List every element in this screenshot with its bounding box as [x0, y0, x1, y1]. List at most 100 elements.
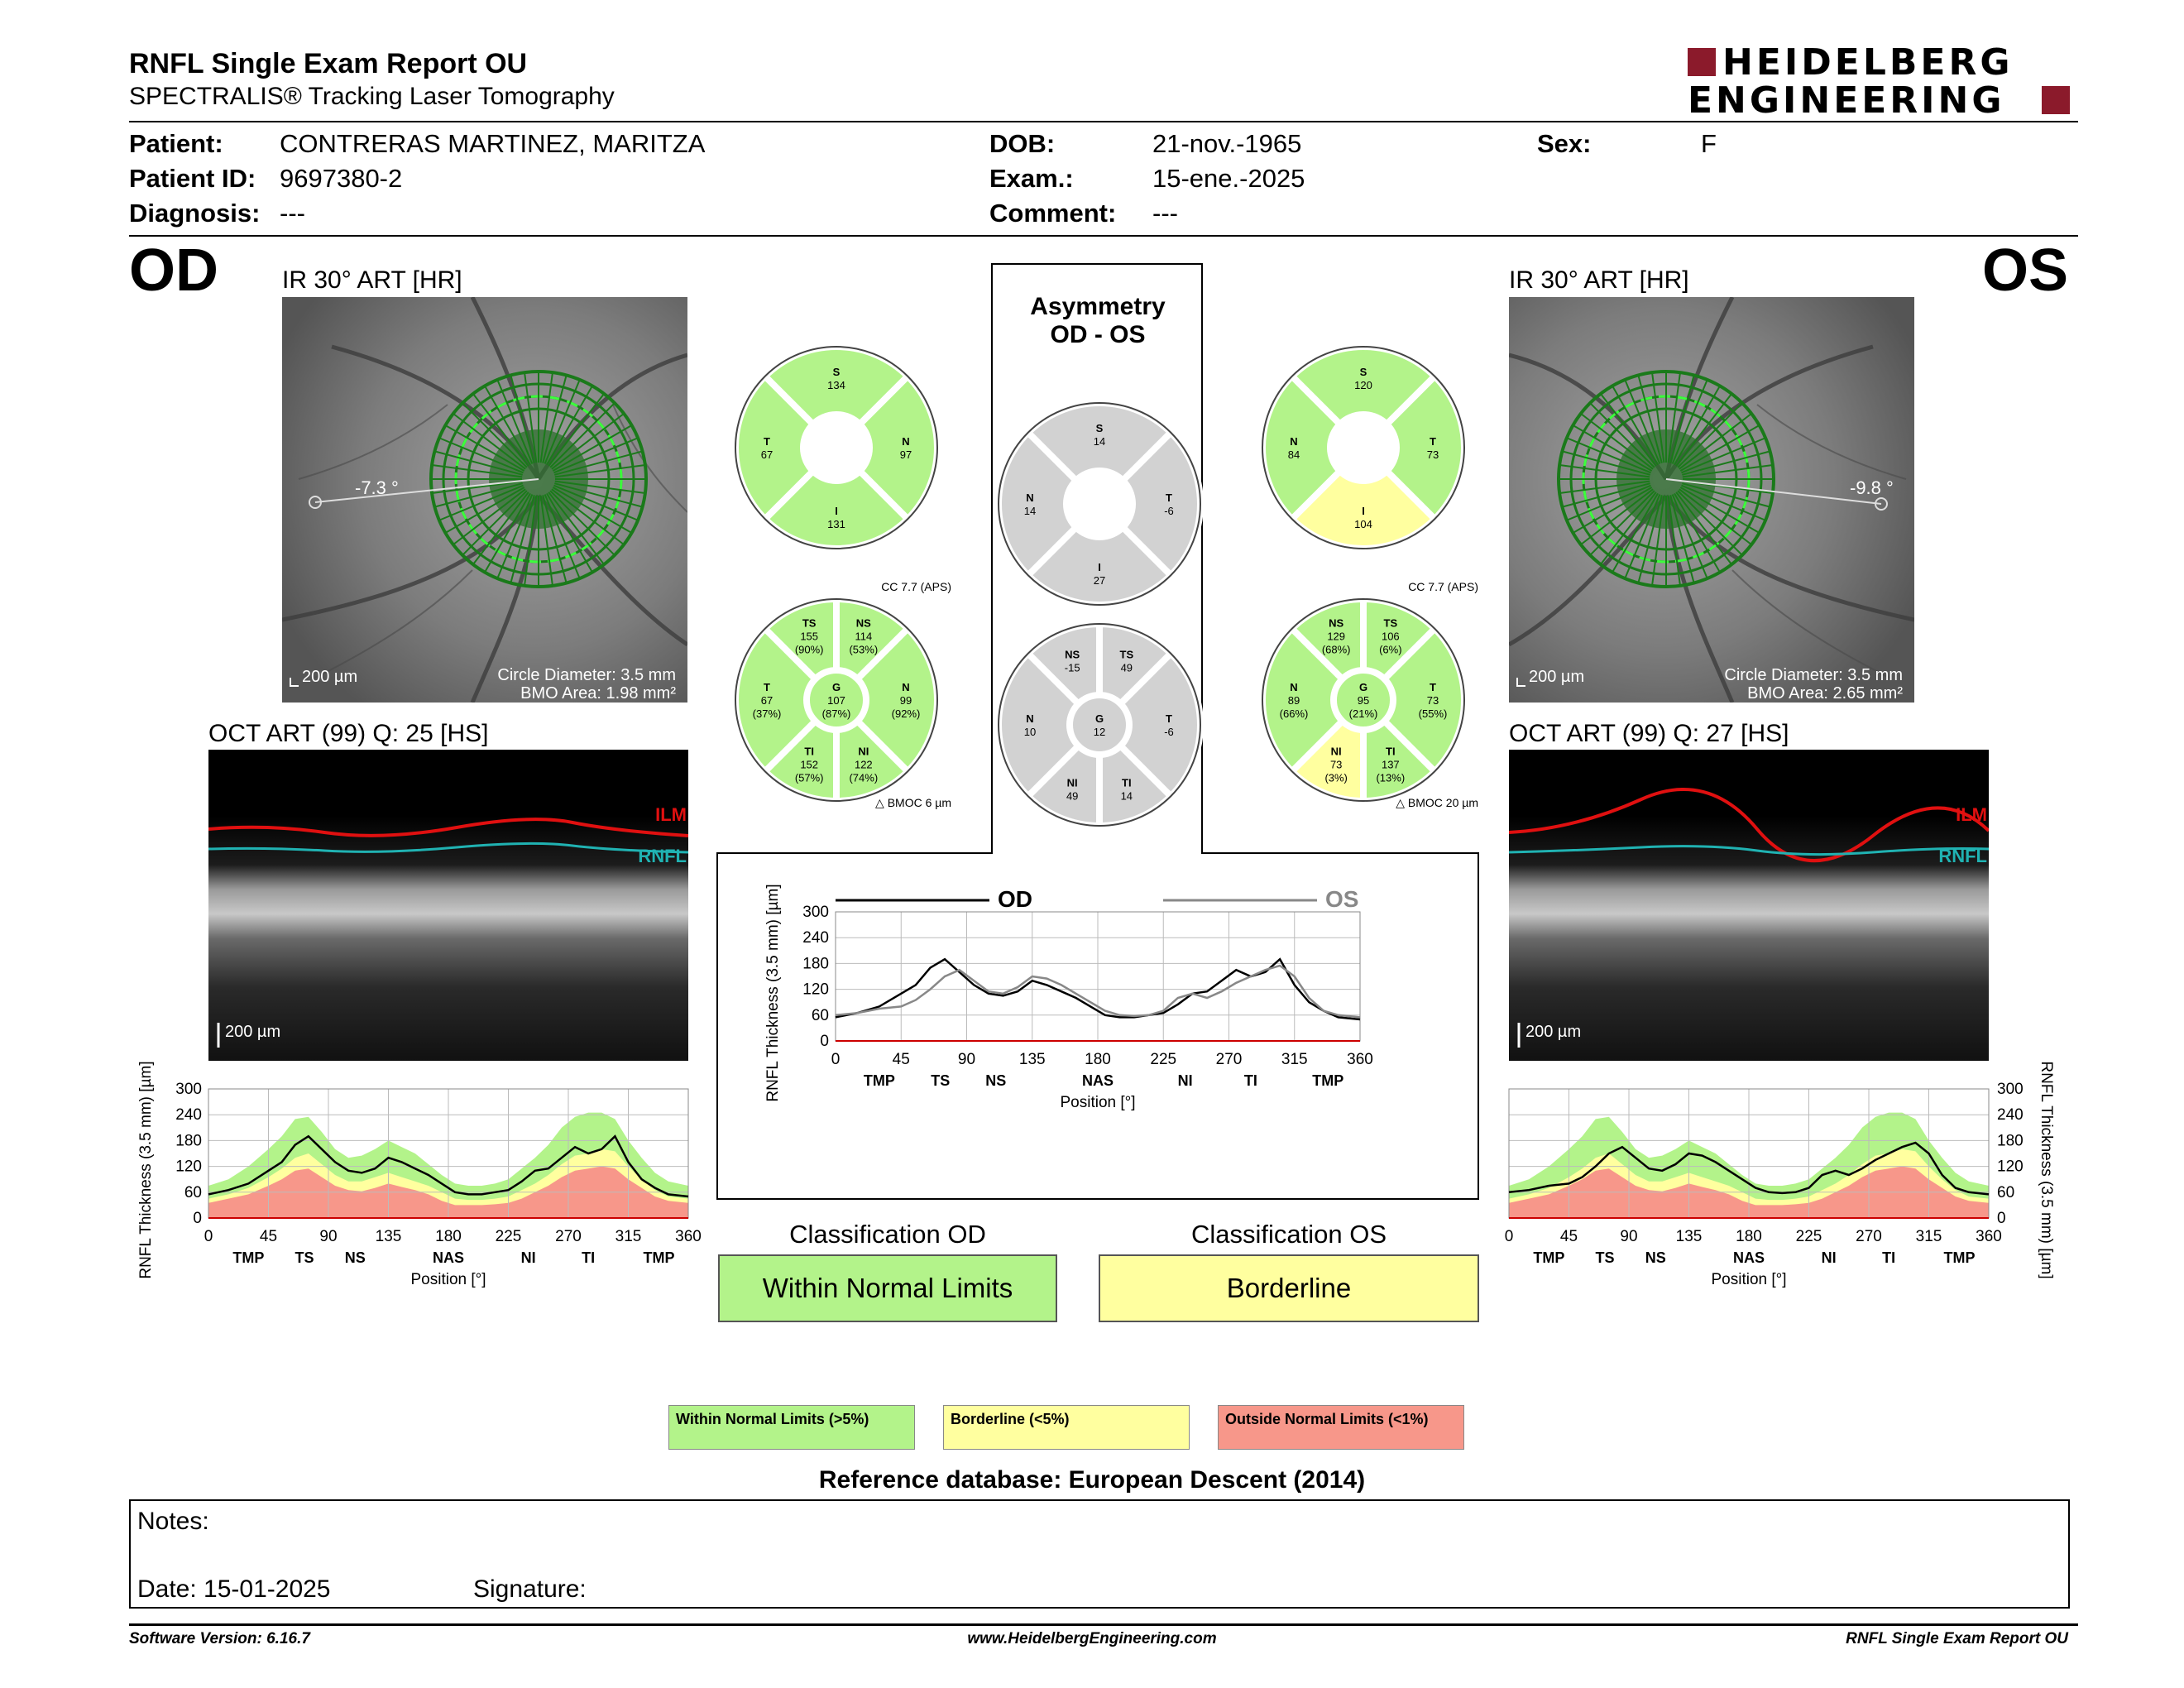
scan-spoke [453, 413, 526, 470]
x-axis-label: Position [°] [1711, 1271, 1786, 1288]
sector-value: T [764, 681, 770, 693]
sector-value: NS [856, 617, 871, 630]
sector-value: S [833, 366, 841, 378]
patient-id-value: 9697380-2 [280, 164, 403, 193]
scan-spoke [1667, 495, 1681, 587]
sector-value: 97 [900, 448, 912, 461]
os-fundus-svg [1509, 297, 1914, 703]
os-fundus-image: -9.8 ° 200 µm Circle Diameter: 3.5 mm BM… [1509, 297, 1914, 703]
od-circle-diameter: Circle Diameter: 3.5 mm [497, 666, 676, 684]
legend-onl: Outside Normal Limits (<1%) [1218, 1405, 1464, 1450]
scan-spoke [552, 424, 633, 472]
scan-spoke [551, 413, 625, 470]
scan-spoke [524, 495, 538, 587]
sector-value: 131 [827, 518, 845, 530]
region-label: NI [1178, 1072, 1193, 1089]
scan-spoke [472, 492, 529, 565]
x-tick-label: 180 [435, 1228, 462, 1245]
sector-value: 73 [1330, 758, 1342, 770]
x-tick-label: 45 [1560, 1228, 1578, 1245]
scan-spoke [484, 385, 531, 466]
scan-spoke [462, 490, 528, 556]
sector-value: (74%) [849, 771, 878, 784]
x-tick-label: 0 [1505, 1228, 1514, 1245]
sector-value: NS [1329, 617, 1343, 630]
sector-value: TS [1384, 617, 1398, 630]
scan-spoke [1600, 393, 1657, 467]
scan-spoke [472, 393, 529, 467]
scan-spoke [1679, 488, 1752, 545]
scan-spoke [549, 490, 615, 556]
scan-spoke [1612, 385, 1659, 466]
sector-value: 73 [1427, 694, 1439, 707]
scan-spoke [524, 372, 538, 463]
asymmetry-title-line2: OD - OS [1050, 321, 1146, 348]
series-line-os [1508, 1141, 1990, 1196]
scan-spoke [546, 492, 593, 573]
scan-spoke [1559, 464, 1650, 478]
od-rnfl-label: RNFL [638, 846, 687, 866]
sector-value: (3%) [1324, 771, 1347, 784]
dob-value: 21-nov.-1965 [1152, 129, 1302, 158]
scan-spoke [1589, 490, 1655, 556]
patient-label: Patient: [129, 129, 223, 158]
sector-value: TI [1122, 776, 1132, 789]
scan-spoke [434, 450, 523, 476]
scan-spoke [1562, 482, 1650, 508]
region-label: TMP [232, 1249, 264, 1266]
notes-box[interactable]: Notes: Date: 15-01-2025 Signature: [129, 1499, 2070, 1609]
os-oct-title: OCT ART (99) Q: 27 [HS] [1509, 720, 1789, 747]
sector-value: (37%) [753, 707, 782, 720]
sector-value: T [1430, 435, 1436, 448]
region-label: TI [1244, 1072, 1257, 1089]
sector-value: I [1098, 561, 1101, 573]
x-tick-label: 360 [1976, 1228, 2002, 1245]
os-eye-label: OS [1982, 237, 2069, 304]
sector-value: 114 [855, 631, 872, 643]
scan-spoke [1675, 492, 1732, 565]
sector-value: (92%) [892, 707, 921, 720]
od-oct-svg [208, 816, 688, 1061]
legend-od-label: OD [998, 886, 1032, 912]
os-circle-diameter: Circle Diameter: 3.5 mm [1724, 666, 1903, 684]
sector-value: (21%) [1349, 707, 1378, 720]
scan-spoke [496, 379, 534, 464]
website[interactable]: www.HeidelbergEngineering.com [967, 1630, 1217, 1647]
sector-value: 107 [827, 694, 845, 707]
sector-value: 67 [761, 694, 773, 707]
os-bmoc-label: △ BMOC 20 µm [1396, 796, 1478, 809]
x-tick-label: 0 [831, 1051, 841, 1068]
x-tick-label: 360 [675, 1228, 702, 1245]
scan-spoke [1679, 487, 1760, 534]
dob-label: DOB: [989, 129, 1056, 158]
sector-value: 95 [1358, 694, 1369, 707]
legend-borderline-label: Borderline (<5%) [951, 1411, 1070, 1427]
y-tick-label: 60 [184, 1184, 202, 1201]
scan-spoke [554, 450, 643, 476]
y-axis-label: RNFL Thickness (3.5 mm) [µm] [2038, 1061, 2055, 1278]
region-label: TS [1595, 1249, 1614, 1266]
sector-value: TS [1120, 649, 1134, 661]
sector-value: 49 [1121, 662, 1133, 674]
exam-value: 15-ene.-2025 [1152, 164, 1305, 193]
scan-spoke [554, 482, 643, 508]
exam-label: Exam.: [989, 164, 1074, 193]
os-oct-scale: 200 µm [1525, 1023, 1582, 1041]
od-oct-image: ILM RNFL 200 µm [208, 750, 688, 1061]
x-tick-label: 225 [1796, 1228, 1822, 1245]
asymmetry-title: Asymmetry OD - OS [993, 293, 1203, 349]
scan-spoke [1559, 480, 1650, 494]
y-tick-label: 0 [1997, 1210, 2006, 1227]
sector-value: NS [1065, 649, 1080, 661]
scan-spoke [552, 487, 633, 534]
scan-spoke [1682, 482, 1770, 508]
sector-value: G [1095, 712, 1104, 725]
scan-spoke [553, 437, 639, 474]
scan-spoke [1674, 492, 1721, 573]
scan-spoke [1566, 484, 1651, 521]
od-ilm-label: ILM [655, 804, 687, 825]
region-label: TS [931, 1072, 950, 1089]
sector-value: 120 [1354, 379, 1372, 391]
scan-spoke [510, 495, 535, 583]
